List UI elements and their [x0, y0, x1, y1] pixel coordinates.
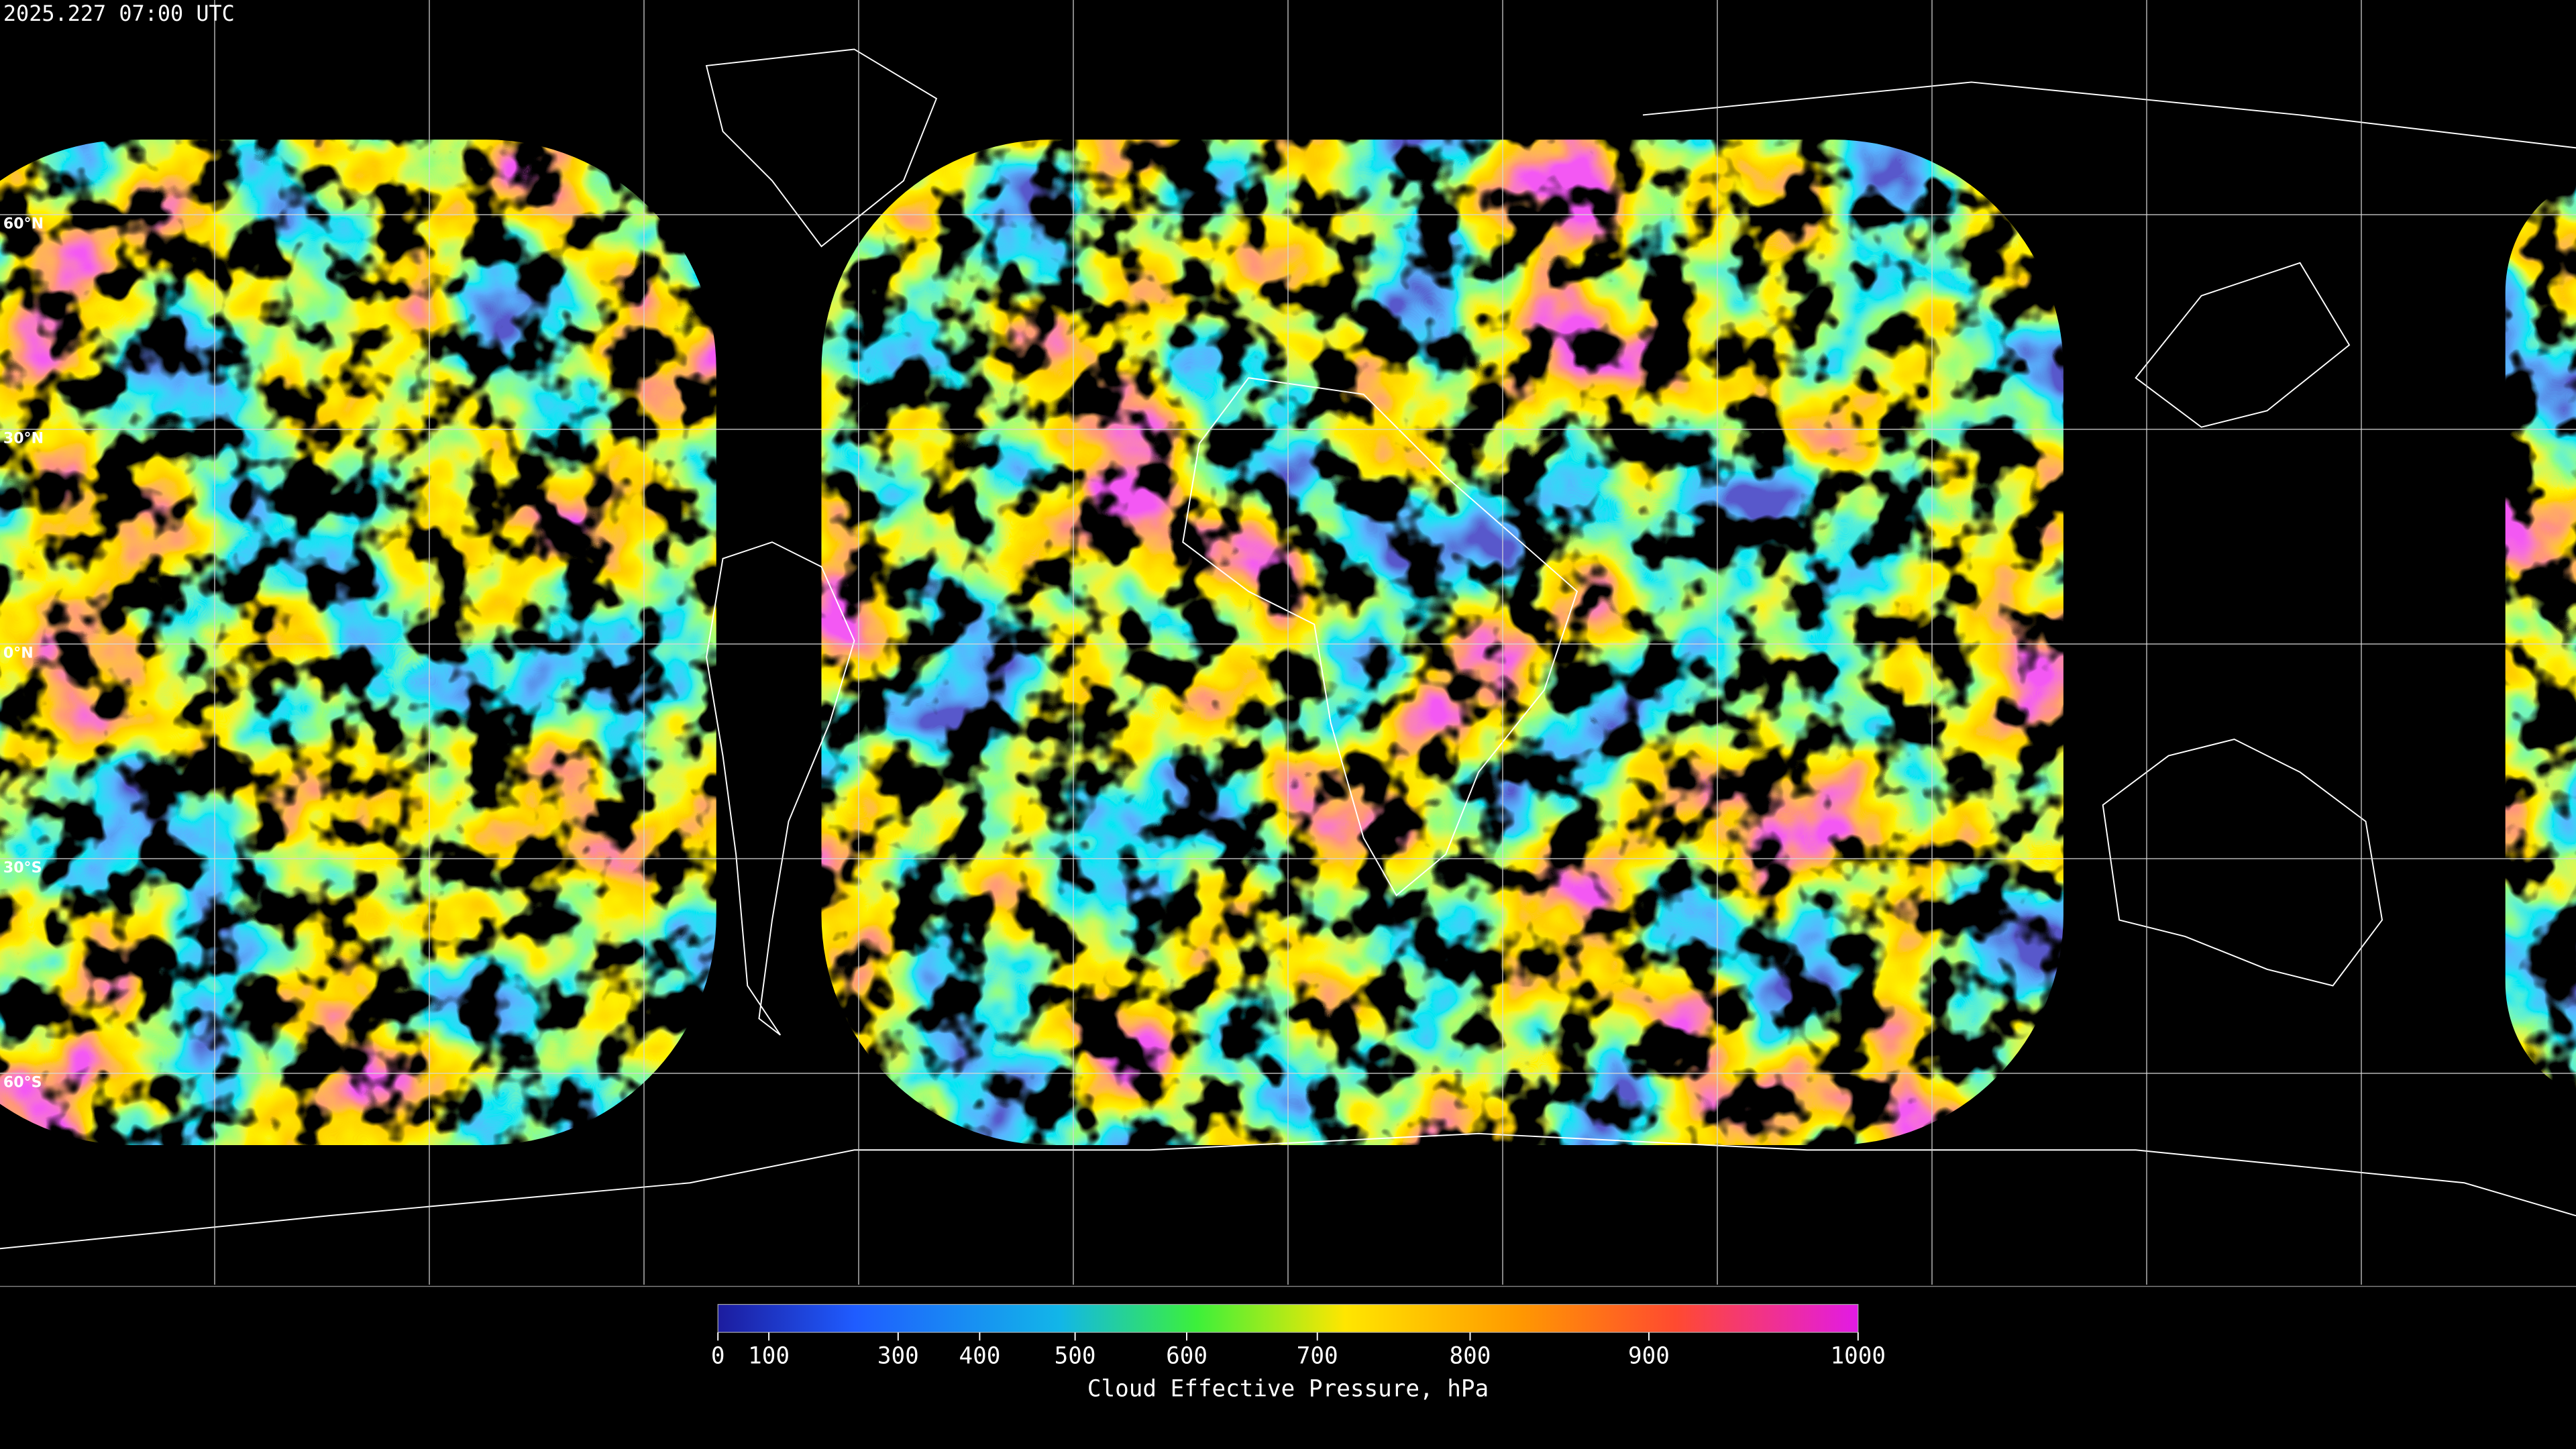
swath-west: [0, 140, 716, 1145]
coast-greenland: [705, 48, 938, 248]
swath-center: [821, 140, 2063, 1145]
lat-label: 30°N: [3, 431, 44, 447]
colorbar-tick-label: 500: [1055, 1342, 1096, 1369]
colorbar-tick-label: 400: [959, 1342, 1000, 1369]
colorbar-tick-label: 700: [1297, 1342, 1338, 1369]
coastlines: [0, 48, 2576, 1250]
lat-label: 60°N: [3, 216, 44, 233]
timestamp: 2025.227 07:00 UTC: [3, 1, 235, 26]
colorbar-tick-label: 900: [1628, 1342, 1670, 1369]
coast-eurasia: [1642, 81, 2576, 428]
colorbar-tick-label: 1000: [1831, 1342, 1886, 1369]
colorbar-tick-label: 0: [711, 1342, 725, 1369]
lat-label: 0°N: [3, 645, 34, 662]
colorbar-tick-label: 300: [877, 1342, 919, 1369]
coast-antarctica: [0, 1132, 2576, 1250]
coast-australia: [2102, 739, 2383, 987]
colorbar-tick-label: 100: [748, 1342, 790, 1369]
lat-label: 60°S: [3, 1075, 42, 1091]
colorbar-tick-label: 600: [1166, 1342, 1208, 1369]
coast-south-america: [706, 541, 855, 1036]
lat-label: 30°S: [3, 860, 42, 877]
colorbar-label: Cloud Effective Pressure, hPa: [1087, 1375, 1489, 1402]
coast-africa: [1182, 377, 1578, 897]
swath-east: [2505, 182, 2576, 1093]
colorbar-tick-label: 800: [1450, 1342, 1491, 1369]
cloud-swaths: [0, 140, 2576, 1145]
graticule: 60°N 30°N 0°N 30°S 60°S: [0, 0, 2576, 1285]
colorbar: [717, 1303, 1859, 1333]
colorbar-axis: 0 100 300 400 500 600 700 800 900 1000: [711, 1332, 1886, 1369]
